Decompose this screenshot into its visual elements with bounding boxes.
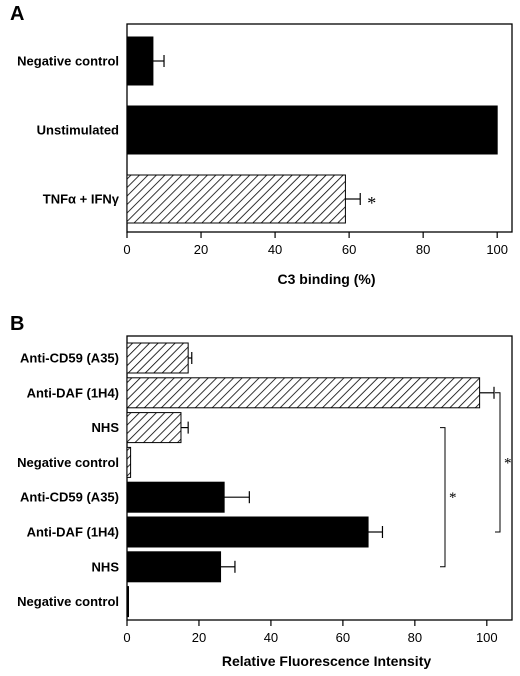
panel-b-chart: B Anti-CD59 (A35) Anti-DAF (1H4) NHS Negativ… (10, 313, 513, 669)
category-label: NHS (92, 420, 120, 435)
category-label: Anti-CD59 (A35) (20, 351, 119, 366)
x-tick-label: 60 (342, 242, 356, 257)
bar (126, 36, 154, 86)
bar (126, 105, 498, 155)
panel-letter: A (10, 3, 24, 25)
x-tick-label: 60 (336, 630, 350, 645)
category-label: Negative control (17, 54, 119, 69)
category-label: Anti-DAF (1H4) (27, 385, 119, 400)
bar (126, 586, 129, 618)
x-tick-label: 0 (123, 630, 130, 645)
significance-marker: * (504, 455, 512, 471)
panel-letter: B (10, 313, 24, 335)
category-label: Negative control (17, 594, 119, 609)
x-tick-label: 20 (194, 242, 208, 257)
bar (126, 342, 189, 374)
x-axis-title: Relative Fluorescence Intensity (222, 653, 432, 669)
category-label: Negative control (17, 455, 119, 470)
bar (126, 377, 481, 409)
x-tick-label: 0 (123, 242, 130, 257)
category-label: TNFα + IFNγ (43, 192, 120, 207)
bar (126, 551, 222, 583)
bar (126, 516, 369, 548)
bar (126, 481, 225, 513)
bar (126, 174, 346, 224)
significance-marker: * (367, 193, 376, 213)
category-label: Anti-DAF (1H4) (27, 525, 119, 540)
x-tick-label: 100 (476, 630, 498, 645)
x-axis-title: C3 binding (%) (278, 271, 376, 287)
x-tick-label: 40 (264, 630, 278, 645)
significance-bracket (495, 392, 501, 533)
x-tick-label: 100 (486, 242, 508, 257)
x-tick-label: 80 (408, 630, 422, 645)
bar (126, 412, 182, 444)
panel-a-chart: A Negative control Unstimulated TNFα + IFNγ… (10, 3, 513, 287)
significance-bracket (440, 427, 446, 568)
bar (126, 446, 132, 478)
x-tick-label: 20 (192, 630, 206, 645)
category-label: Unstimulated (37, 123, 119, 138)
significance-marker: * (449, 490, 457, 506)
category-label: NHS (92, 559, 120, 574)
x-tick-label: 40 (268, 242, 282, 257)
x-tick-label: 80 (416, 242, 430, 257)
plot-frame (126, 335, 513, 621)
category-label: Anti-CD59 (A35) (20, 490, 119, 505)
